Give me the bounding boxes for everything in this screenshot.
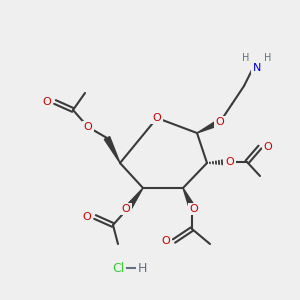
- Text: O: O: [43, 97, 51, 107]
- Text: O: O: [226, 157, 234, 167]
- Polygon shape: [104, 136, 120, 163]
- Text: O: O: [264, 142, 272, 152]
- Text: O: O: [122, 204, 130, 214]
- Text: H: H: [242, 53, 250, 63]
- Text: H: H: [137, 262, 147, 275]
- Text: N: N: [253, 63, 261, 73]
- Polygon shape: [197, 119, 221, 133]
- Text: O: O: [190, 204, 198, 214]
- Text: Cl: Cl: [112, 262, 124, 275]
- Text: O: O: [216, 117, 224, 127]
- Polygon shape: [183, 188, 195, 208]
- Text: O: O: [153, 113, 161, 123]
- Polygon shape: [127, 188, 143, 209]
- Text: O: O: [84, 122, 92, 132]
- Text: O: O: [162, 236, 170, 246]
- Text: H: H: [264, 53, 272, 63]
- Text: O: O: [82, 212, 91, 222]
